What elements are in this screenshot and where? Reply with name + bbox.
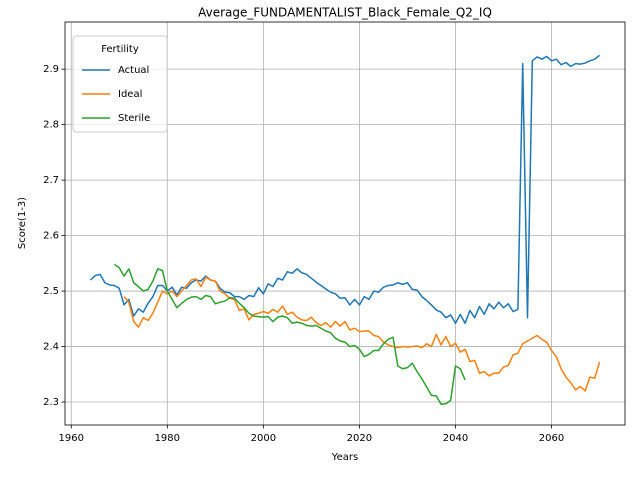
x-tick-label: 2060 bbox=[539, 433, 564, 444]
y-tick-label: 2.6 bbox=[43, 231, 59, 242]
legend-label: Actual bbox=[118, 65, 149, 76]
y-tick-label: 2.8 bbox=[43, 120, 59, 131]
legend-title: Fertility bbox=[101, 44, 139, 55]
x-tick-label: 2020 bbox=[347, 433, 372, 444]
y-tick-label: 2.5 bbox=[43, 286, 59, 297]
legend-box bbox=[72, 35, 168, 133]
x-tick-label: 1980 bbox=[155, 433, 180, 444]
x-tick-label: 1960 bbox=[59, 433, 84, 444]
line bbox=[114, 263, 466, 405]
y-axis-label: Score(1-3) bbox=[17, 197, 28, 249]
line bbox=[89, 54, 601, 324]
x-axis-label: Years bbox=[331, 452, 358, 463]
line bbox=[123, 276, 601, 392]
x-tick-label: 2040 bbox=[443, 433, 468, 444]
x-tick-label: 2000 bbox=[251, 433, 276, 444]
y-tick-label: 2.3 bbox=[43, 397, 59, 408]
legend-label: Sterile bbox=[118, 113, 150, 124]
legend-label: Ideal bbox=[118, 89, 142, 100]
y-tick-label: 2.9 bbox=[43, 64, 59, 75]
chart-title: Average_FUNDAMENTALIST_Black_Female_Q2_I… bbox=[198, 6, 492, 20]
y-tick-label: 2.4 bbox=[43, 342, 59, 353]
plot-frame bbox=[64, 21, 626, 426]
y-tick-label: 2.7 bbox=[43, 175, 59, 186]
